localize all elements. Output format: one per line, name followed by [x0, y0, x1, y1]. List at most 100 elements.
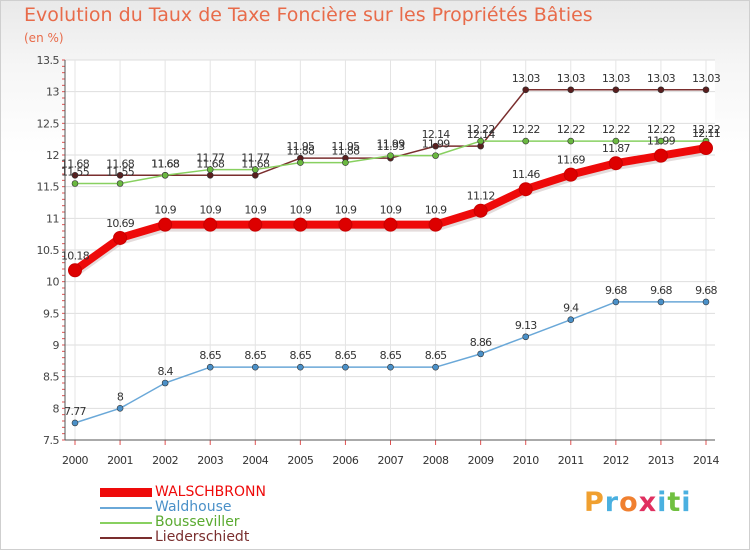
legend-swatch-walschbronn — [100, 488, 152, 497]
data-point-waldhouse — [612, 298, 620, 306]
data-label-walschbronn: 11.99 — [647, 135, 676, 148]
x-tick-label: 2000 — [62, 454, 88, 467]
data-label-waldhouse: 9.4 — [563, 302, 579, 315]
data-label-liederschiedt: 11.93 — [377, 140, 406, 153]
x-tick-label: 2012 — [603, 454, 629, 467]
data-point-liederschiedt — [567, 86, 575, 94]
proxiti-logo: Proxiti — [584, 487, 692, 518]
data-label-walschbronn: 11.87 — [602, 142, 631, 155]
y-tick-label: 13 — [46, 86, 59, 99]
data-label-walschbronn: 10.9 — [154, 204, 176, 217]
legend-swatch-bousseviller — [100, 522, 152, 524]
data-label-waldhouse: 7.77 — [64, 405, 86, 418]
data-point-walschbronn — [338, 217, 353, 232]
data-label-bousseviller: 11.88 — [331, 145, 360, 158]
x-tick-label: 2010 — [513, 454, 539, 467]
legend-label-liederschiedt: Liederschiedt — [155, 529, 250, 545]
data-label-bousseviller: 12.22 — [512, 123, 540, 136]
data-label-waldhouse: 8.65 — [244, 349, 266, 362]
x-tick-label: 2008 — [423, 454, 449, 467]
data-label-waldhouse: 8.65 — [380, 349, 402, 362]
legend-label-walschbronn: WALSCHBRONN — [155, 484, 266, 500]
data-label-walschbronn: 10.69 — [106, 217, 135, 230]
data-point-bousseviller — [116, 180, 124, 187]
data-point-liederschiedt — [702, 86, 710, 94]
x-tick-label: 2001 — [107, 454, 133, 467]
legend-label-waldhouse: Waldhouse — [155, 499, 232, 515]
data-point-bousseviller — [71, 180, 79, 187]
data-label-walschbronn: 10.9 — [425, 204, 447, 217]
data-label-waldhouse: 8 — [117, 390, 124, 403]
x-tick-label: 2004 — [242, 454, 268, 467]
logo-letter: t — [667, 487, 682, 518]
data-point-waldhouse — [567, 316, 575, 323]
data-label-liederschiedt: 11.68 — [106, 157, 135, 170]
data-label-walschbronn: 10.9 — [335, 204, 357, 217]
data-label-liederschiedt: 11.95 — [331, 140, 360, 153]
data-point-walschbronn — [653, 148, 668, 163]
x-tick-label: 2009 — [468, 454, 494, 467]
data-point-waldhouse — [297, 363, 304, 371]
data-point-bousseviller — [477, 137, 484, 145]
data-label-walschbronn: 10.9 — [290, 204, 312, 217]
data-point-bousseviller — [432, 152, 439, 159]
data-point-liederschiedt — [657, 86, 665, 94]
chart-title: Evolution du Taux de Taxe Foncière sur l… — [24, 4, 593, 26]
data-label-waldhouse: 9.68 — [695, 284, 717, 297]
data-point-walschbronn — [158, 217, 173, 232]
data-point-walschbronn — [248, 217, 263, 232]
data-point-walschbronn — [68, 263, 82, 278]
y-tick-label: 8 — [53, 402, 60, 415]
data-label-liederschiedt: 11.95 — [286, 140, 315, 153]
data-point-waldhouse — [206, 363, 214, 371]
data-label-bousseviller: 11.77 — [196, 152, 225, 165]
data-label-liederschiedt: 12.14 — [467, 128, 496, 141]
data-label-bousseviller: 12.22 — [557, 123, 585, 136]
x-tick-label: 2005 — [287, 454, 313, 467]
logo-letter: i — [657, 487, 668, 518]
y-tick-label: 10 — [46, 276, 59, 289]
data-point-waldhouse — [71, 419, 79, 427]
data-label-waldhouse: 8.86 — [470, 336, 492, 349]
legend-label-bousseviller: Bousseviller — [155, 514, 240, 530]
data-point-bousseviller — [657, 137, 665, 145]
data-label-bousseviller: 11.77 — [241, 152, 270, 165]
data-label-walschbronn: 11.12 — [467, 190, 495, 203]
data-label-bousseviller: 12.22 — [647, 123, 675, 136]
y-tick-label: 9.5 — [43, 307, 59, 320]
data-point-waldhouse — [432, 363, 439, 371]
data-label-waldhouse: 8.65 — [290, 349, 312, 362]
y-tick-label: 10.5 — [37, 244, 60, 257]
data-point-waldhouse — [251, 363, 259, 371]
x-tick-label: 2011 — [558, 454, 584, 467]
data-point-bousseviller — [297, 159, 304, 166]
x-tick-label: 2006 — [332, 454, 358, 467]
data-label-walschbronn: 10.18 — [61, 249, 90, 262]
data-point-liederschiedt — [432, 142, 439, 150]
data-label-waldhouse: 8.4 — [157, 365, 173, 378]
data-label-bousseviller: 12.22 — [692, 123, 720, 136]
x-tick-label: 2013 — [648, 454, 674, 467]
data-label-bousseviller: 12.22 — [467, 123, 495, 136]
data-label-bousseviller: 11.55 — [106, 166, 135, 179]
data-label-bousseviller: 11.68 — [151, 157, 180, 170]
data-point-bousseviller — [161, 171, 169, 179]
x-tick-label: 2014 — [693, 454, 719, 467]
data-point-waldhouse — [342, 363, 349, 371]
line-chart: 7.5 8 8.5 9 9.5 10 10.5 11 11.5 12 12.5 13 13.5 2000 2… — [37, 54, 722, 467]
data-point-liederschiedt — [612, 86, 620, 94]
data-label-waldhouse: 9.68 — [605, 284, 627, 297]
y-tick-label: 7.5 — [43, 434, 59, 447]
data-point-walschbronn — [293, 217, 308, 232]
data-label-liederschiedt: 13.03 — [647, 72, 676, 85]
data-label-liederschiedt: 13.03 — [692, 72, 721, 85]
data-point-waldhouse — [522, 333, 530, 341]
data-point-walschbronn — [428, 217, 443, 232]
data-label-walschbronn: 12.11 — [692, 127, 720, 140]
data-point-walschbronn — [473, 203, 488, 218]
data-point-bousseviller — [387, 152, 394, 159]
y-tick-label: 9 — [53, 339, 60, 352]
data-point-liederschiedt — [116, 171, 124, 179]
data-label-liederschiedt: 11.68 — [151, 157, 180, 170]
data-label-liederschiedt: 11.68 — [196, 157, 225, 170]
